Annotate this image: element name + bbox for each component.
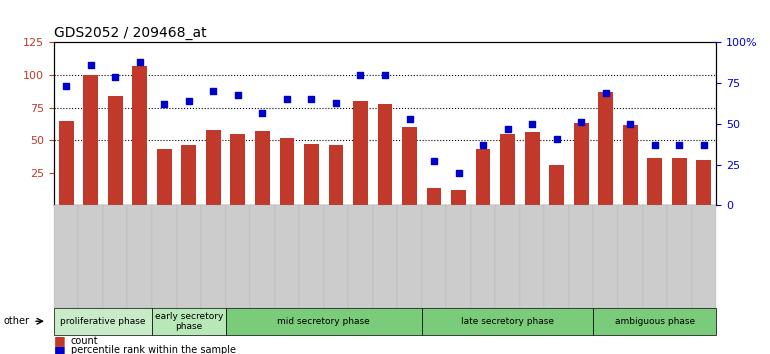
Bar [304,144,319,205]
Bar [83,75,98,205]
Bar [255,131,270,205]
Bar [59,121,73,205]
Bar [672,159,687,205]
Bar [476,149,490,205]
Bar [108,96,122,205]
Bar [206,130,221,205]
Point [182,98,195,104]
Point [477,142,489,148]
Point [330,100,342,105]
Bar [329,145,343,205]
Point [256,110,269,115]
Text: proliferative phase: proliferative phase [60,317,146,326]
Bar [230,134,245,205]
Point [305,97,317,102]
Text: ■: ■ [54,334,65,347]
Text: ■: ■ [54,344,65,354]
Point [453,170,465,176]
Point [501,126,514,132]
Bar [500,134,515,205]
Point [403,116,416,122]
Text: percentile rank within the sample: percentile rank within the sample [71,346,236,354]
Point [281,97,293,102]
Bar [525,132,540,205]
Bar [549,165,564,205]
Bar [574,123,588,205]
Point [232,92,244,97]
Text: late secretory phase: late secretory phase [461,317,554,326]
Bar [402,127,417,205]
Point [624,121,637,127]
Point [526,121,538,127]
Text: other: other [4,316,30,326]
Text: count: count [71,336,99,346]
Bar [697,160,711,205]
Bar [182,145,196,205]
Point [648,142,661,148]
Bar [157,149,172,205]
Bar [427,188,441,205]
Bar [598,92,613,205]
Point [109,74,122,80]
Point [379,72,391,78]
Point [133,59,146,65]
Bar [377,104,393,205]
Point [60,84,72,89]
Text: ambiguous phase: ambiguous phase [614,317,695,326]
Text: GDS2052 / 209468_at: GDS2052 / 209468_at [54,26,206,40]
Bar [648,159,662,205]
Point [207,88,219,94]
Point [575,119,588,125]
Text: early secretory
phase: early secretory phase [155,312,223,331]
Point [158,102,170,107]
Bar [280,138,294,205]
Point [698,142,710,148]
Point [354,72,367,78]
Point [551,136,563,141]
Bar [353,101,368,205]
Bar [132,66,147,205]
Point [85,62,97,68]
Bar [623,125,638,205]
Point [673,142,685,148]
Point [428,159,440,164]
Bar [451,190,466,205]
Text: mid secretory phase: mid secretory phase [277,317,370,326]
Point [600,90,612,96]
